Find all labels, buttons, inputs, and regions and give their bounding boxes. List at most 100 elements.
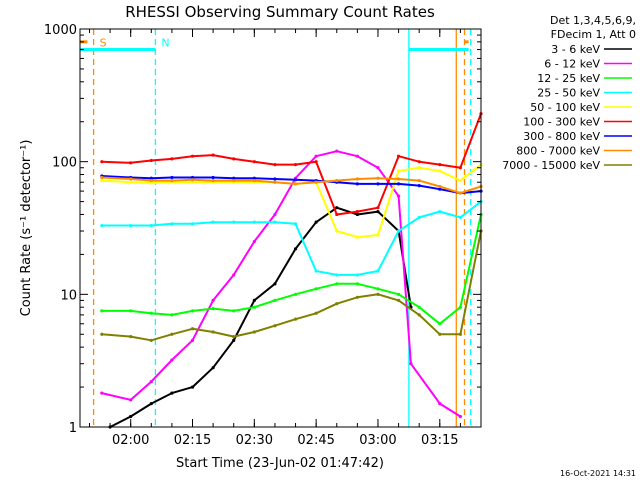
series-0-point-12 xyxy=(355,212,359,217)
series-5-point-16 xyxy=(438,163,442,167)
series-7-point-10 xyxy=(314,180,318,184)
series-6-point-9 xyxy=(293,178,298,182)
series-2-point-12 xyxy=(355,282,359,286)
series-8-point-7 xyxy=(252,330,256,334)
series-1-point-10 xyxy=(314,154,318,158)
series-5-point-3 xyxy=(170,157,174,161)
series-1-point-3 xyxy=(170,358,174,362)
timestamp: 16-Oct-2021 14:31 xyxy=(560,469,636,478)
series-2-point-17 xyxy=(458,305,462,309)
series-line-1 xyxy=(101,150,461,418)
series-6-point-5 xyxy=(211,175,215,180)
series-7-point-2 xyxy=(149,178,153,183)
series-8-point-9 xyxy=(293,317,298,321)
series-0-point-13 xyxy=(376,210,380,214)
legend-label-1: 6 - 12 keV xyxy=(544,58,600,71)
series-2-point-1 xyxy=(129,309,133,313)
series-3-point-11 xyxy=(335,273,339,277)
series-8-point-10 xyxy=(314,311,318,315)
annotation-s: S xyxy=(100,37,107,50)
series-5-point-13 xyxy=(376,206,380,210)
series-8-point-11 xyxy=(335,302,339,306)
series-0-point-11 xyxy=(335,206,339,210)
series-3-point-15 xyxy=(417,215,421,220)
series-1-point-17 xyxy=(458,414,462,419)
series-3-point-9 xyxy=(293,222,298,226)
series-5-point-11 xyxy=(335,212,339,217)
series-2-point-10 xyxy=(314,287,318,291)
series-0-point-1 xyxy=(129,414,133,419)
chart-title: RHESSI Observing Summary Count Rates xyxy=(125,3,435,21)
series-4-point-11 xyxy=(335,229,339,233)
series-4-point-1 xyxy=(129,180,133,184)
legend-label-2: 12 - 25 keV xyxy=(537,72,600,85)
y-tick-label-3: 1000 xyxy=(44,23,77,38)
series-2-point-8 xyxy=(273,298,277,303)
series-6-point-4 xyxy=(190,175,195,180)
series-8-point-6 xyxy=(232,335,236,339)
series-3-point-8 xyxy=(273,220,277,224)
series-6-point-13 xyxy=(376,182,380,186)
series-5-point-17 xyxy=(458,166,462,170)
series-3-point-17 xyxy=(458,215,462,220)
legend-label-3: 25 - 50 keV xyxy=(537,87,600,100)
series-0-point-8 xyxy=(273,282,277,286)
series-6-point-14 xyxy=(396,182,401,186)
series-3-point-13 xyxy=(376,269,380,273)
series-6-point-7 xyxy=(252,176,256,180)
x-tick-label-5: 03:15 xyxy=(421,433,458,448)
series-5-point-9 xyxy=(293,163,298,167)
series-8-point-12 xyxy=(355,295,359,299)
series-5 xyxy=(100,112,483,217)
series-7-point-0 xyxy=(100,175,104,180)
series-4-point-15 xyxy=(417,166,421,170)
legend-header-line-1: Det 1,3,4,5,6,9, xyxy=(550,14,636,27)
series-2-point-3 xyxy=(170,313,174,317)
legend-label-5: 100 - 300 keV xyxy=(523,116,600,129)
series-7-point-14 xyxy=(396,177,401,181)
series-7-point-16 xyxy=(438,184,442,189)
series-7-point-7 xyxy=(252,178,256,183)
x-tick-label-4: 03:00 xyxy=(359,433,396,448)
series-7-point-8 xyxy=(273,180,277,184)
series-0-point-5 xyxy=(211,366,215,370)
series-1-point-6 xyxy=(232,273,236,277)
x-tick-label-1: 02:15 xyxy=(174,433,211,448)
series-6-point-6 xyxy=(232,176,236,180)
series-4-point-2 xyxy=(149,181,153,185)
series-4-point-4 xyxy=(190,180,195,184)
series-1-point-14 xyxy=(396,194,401,198)
series-3-point-14 xyxy=(396,229,401,233)
series-4-point-14 xyxy=(396,169,401,173)
series-8-point-8 xyxy=(273,324,277,328)
series-2-point-7 xyxy=(252,305,256,309)
series-0 xyxy=(108,206,413,429)
series-5-point-0 xyxy=(100,160,104,164)
series-3-point-10 xyxy=(314,269,318,273)
series-5-point-6 xyxy=(232,157,236,161)
legend-label-0: 3 - 6 keV xyxy=(551,43,600,56)
series-3-point-7 xyxy=(252,220,256,224)
series-2-point-2 xyxy=(149,311,153,315)
series-1-point-1 xyxy=(129,398,133,402)
series-0-point-10 xyxy=(314,220,318,224)
series-7-point-11 xyxy=(335,178,339,183)
series-8 xyxy=(100,229,483,342)
series-1-point-13 xyxy=(376,166,380,170)
series-8-point-0 xyxy=(100,332,104,336)
series-6-point-8 xyxy=(273,177,277,181)
series-5-point-8 xyxy=(273,163,277,167)
series-8-point-16 xyxy=(438,332,442,336)
y-tick-label-2: 100 xyxy=(52,156,77,171)
series-3-point-1 xyxy=(129,223,133,228)
series-5-point-1 xyxy=(129,161,133,165)
series-3-point-0 xyxy=(100,223,104,228)
annotation-n: N xyxy=(161,37,169,50)
series-8-point-17 xyxy=(458,332,462,336)
series-4-point-17 xyxy=(458,178,462,183)
axes: 1 10 100 1000 02:00 02:15 02:30 02:45 03:00 03:15 xyxy=(44,23,482,448)
series-2-point-5 xyxy=(211,307,215,311)
series-2-point-14 xyxy=(396,292,401,296)
series-0-point-6 xyxy=(232,338,236,342)
